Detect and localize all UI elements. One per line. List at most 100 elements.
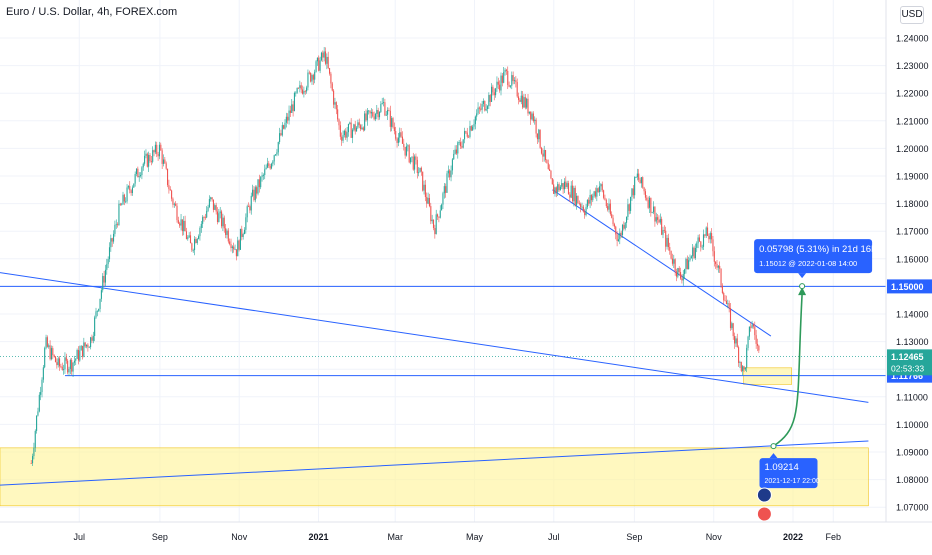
candle-body [716, 264, 718, 268]
candle-body [160, 144, 162, 151]
candle-body [628, 204, 630, 211]
candle-body [735, 338, 737, 344]
candle-body [369, 110, 371, 114]
candle-body [558, 184, 560, 191]
candle-body [523, 97, 525, 108]
candle-body [295, 92, 297, 94]
candle-body [149, 154, 151, 162]
candle-body [469, 126, 471, 137]
candle-body [416, 159, 418, 173]
candle-body [308, 72, 310, 74]
candle-body [187, 237, 189, 240]
candle-body [42, 367, 44, 380]
candle-body [540, 147, 543, 154]
candle-body [65, 357, 67, 361]
candle-body [519, 99, 521, 102]
candle-body [420, 167, 422, 172]
time-tick-label: Nov [231, 532, 248, 542]
candle-body [572, 185, 574, 202]
candle-body [108, 247, 111, 260]
candle-body [631, 188, 633, 197]
candle-body [596, 188, 598, 197]
projection[interactable]: 0.05798 (5.31%) in 21d 16h 1.15012 @ 2022… [754, 239, 876, 522]
candle-body [694, 247, 696, 259]
candle-body [191, 243, 193, 251]
candle-body [288, 110, 290, 121]
candle-body [566, 183, 568, 187]
candle-body [115, 224, 117, 226]
candle-body [80, 345, 82, 351]
candle-body [219, 211, 221, 214]
candle-body [689, 258, 691, 261]
trendlines[interactable] [0, 189, 869, 486]
candle-body [542, 153, 544, 157]
candle-body [218, 213, 220, 223]
candle-body [657, 217, 659, 220]
candle-body [644, 191, 646, 198]
candle-body [738, 347, 740, 363]
candle-body [243, 229, 246, 235]
candle-body [732, 323, 734, 337]
candle-body [491, 86, 493, 102]
level-tag-value: 1.15000 [891, 282, 924, 292]
candle-body [549, 169, 551, 171]
candle-body [123, 194, 125, 202]
candle-body [349, 122, 351, 124]
candle-body [734, 336, 736, 344]
candle-body [333, 90, 335, 105]
candle-body [210, 197, 212, 200]
price-tick-label: 1.22000 [896, 89, 929, 99]
candle-body [426, 196, 428, 204]
last-price-tag-value: 1.12465 [891, 352, 924, 362]
candle-body [744, 367, 746, 370]
candle-body [443, 186, 445, 194]
time-tick-label: Mar [387, 532, 403, 542]
candle-body [428, 197, 430, 207]
candle-body [250, 195, 252, 211]
time-tick-label: 2021 [308, 532, 328, 542]
candles [30, 47, 760, 466]
candle-body [364, 113, 366, 131]
candle-body [678, 268, 680, 273]
candle-body [130, 190, 132, 194]
candle-body [376, 110, 378, 114]
time-axis[interactable]: Jul Sep Nov 2021 Mar May Jul Sep Nov 2022 Feb [0, 521, 932, 542]
candle-body [485, 108, 487, 111]
candle-body [547, 163, 549, 170]
horizontal-levels[interactable] [0, 285, 886, 377]
candle-body [639, 179, 641, 184]
candle-body [71, 359, 73, 372]
projection-start-label-price: 1.09214 [765, 462, 799, 473]
candle-body [189, 235, 192, 244]
time-tick-label: Jul [74, 532, 86, 542]
candle-body [590, 194, 592, 201]
projection-end-point [799, 283, 806, 290]
projection-arrowhead [798, 287, 807, 296]
candle-body [675, 271, 678, 277]
candle-body [427, 197, 429, 204]
candle-body [439, 210, 441, 218]
candle-body [307, 72, 309, 88]
candle-body [99, 298, 101, 309]
currency-button[interactable]: USD [900, 6, 924, 24]
candle-body [184, 220, 186, 232]
price-axis[interactable]: 1.24000 1.23000 1.22000 1.21000 1.20000 1.190… [885, 0, 932, 522]
candle-body [620, 232, 622, 236]
candle-body [599, 186, 601, 193]
candle-body [350, 122, 352, 138]
candle-body [632, 188, 634, 196]
candle-body [137, 168, 139, 178]
candle-body [503, 72, 505, 83]
candle-body [152, 150, 154, 162]
candle-body [329, 68, 331, 74]
candle-body [264, 169, 266, 176]
candle-body [162, 159, 165, 164]
candle-body [225, 228, 227, 235]
candle-body [489, 95, 491, 102]
candle-body [643, 187, 645, 192]
candle-body [499, 84, 501, 91]
candle-body [156, 144, 158, 154]
candle-body [561, 183, 563, 187]
